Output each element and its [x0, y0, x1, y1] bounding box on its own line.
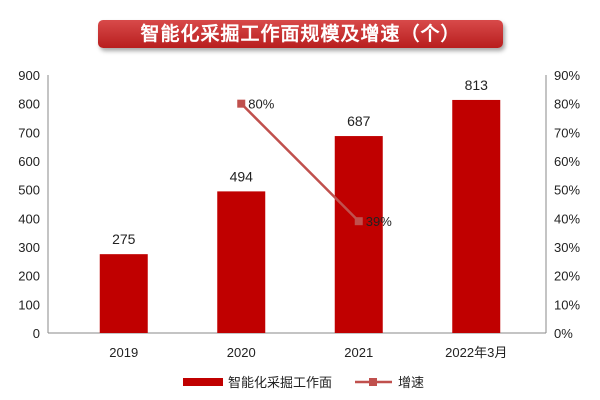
y2-tick-label: 50% [554, 183, 580, 198]
x-tick-label: 2022年3月 [445, 345, 507, 360]
legend-line-marker [369, 378, 377, 386]
y2-tick-label: 0% [554, 326, 573, 341]
bar-2020 [217, 191, 266, 333]
bar-2019 [99, 254, 148, 333]
y-tick-label: 500 [18, 183, 40, 198]
y2-tick-label: 10% [554, 297, 580, 312]
growth-data-label: 39% [366, 214, 392, 229]
bar-data-label: 275 [112, 231, 136, 247]
growth-marker [237, 99, 246, 108]
x-tick-label: 2020 [227, 345, 256, 360]
y2-tick-label: 60% [554, 154, 580, 169]
y-tick-label: 600 [18, 154, 40, 169]
y-tick-label: 800 [18, 97, 40, 112]
bar-data-label: 687 [347, 113, 371, 129]
x-tick-label: 2021 [344, 345, 373, 360]
bar-data-label: 813 [465, 77, 489, 93]
chart-title: 智能化采掘工作面规模及增速（个） [98, 20, 503, 48]
legend-line-label: 增速 [398, 375, 424, 390]
y-tick-label: 300 [18, 240, 40, 255]
y2-tick-label: 90% [554, 68, 580, 83]
y2-tick-label: 30% [554, 240, 580, 255]
y2-tick-label: 40% [554, 211, 580, 226]
growth-line [240, 102, 360, 223]
growth-data-label: 80% [248, 97, 274, 112]
y2-tick-label: 20% [554, 269, 580, 284]
y-tick-label: 0 [33, 326, 40, 341]
y-tick-label: 100 [18, 297, 40, 312]
y2-tick-label: 80% [554, 97, 580, 112]
y-tick-label: 700 [18, 125, 40, 140]
y2-tick-label: 70% [554, 125, 580, 140]
bar-data-label: 494 [230, 168, 254, 184]
y-tick-label: 900 [18, 68, 40, 83]
bar-2021 [334, 136, 383, 333]
y-tick-label: 200 [18, 269, 40, 284]
y-tick-label: 400 [18, 211, 40, 226]
legend-bar-swatch [183, 378, 223, 386]
bar-2022年3月 [452, 99, 501, 333]
growth-marker [354, 217, 363, 226]
x-tick-label: 2019 [109, 345, 138, 360]
legend-bar-label: 智能化采掘工作面 [228, 375, 332, 390]
